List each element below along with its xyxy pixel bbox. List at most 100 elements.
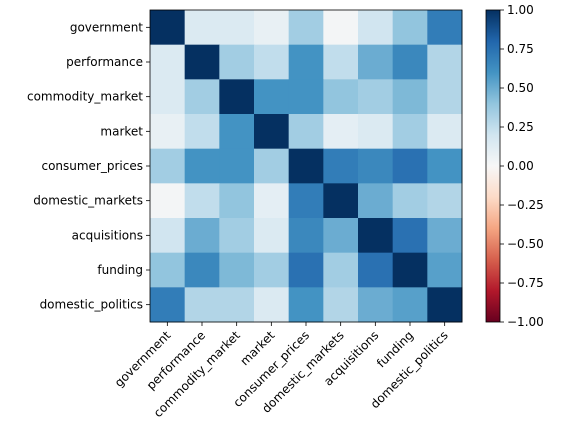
heatmap-cell bbox=[184, 218, 220, 254]
heatmap-cell bbox=[392, 44, 428, 80]
heatmap-cell bbox=[323, 44, 359, 80]
heatmap-cell bbox=[254, 114, 290, 150]
heatmap-cell bbox=[288, 114, 324, 150]
heatmap-cell bbox=[427, 183, 463, 219]
heatmap-cell bbox=[427, 114, 463, 150]
heatmap-cell bbox=[288, 218, 324, 254]
heatmap-cell bbox=[150, 252, 186, 288]
heatmap-cell bbox=[184, 183, 220, 219]
colorbar-tick-label: 0.75 bbox=[507, 42, 534, 56]
colorbar-tick-label: 1.00 bbox=[507, 3, 534, 17]
heatmap-cell bbox=[254, 183, 290, 219]
y-tick-label: domestic_markets bbox=[33, 194, 143, 208]
heatmap-cell bbox=[184, 79, 220, 115]
y-tick-label: acquisitions bbox=[72, 228, 143, 242]
heatmap-cell bbox=[392, 287, 428, 323]
heatmap-cell bbox=[427, 44, 463, 80]
heatmap-cell bbox=[150, 114, 186, 150]
colorbar-tick-label: 0.25 bbox=[507, 120, 534, 134]
heatmap-cell bbox=[427, 252, 463, 288]
heatmap-cell bbox=[288, 148, 324, 184]
heatmap-cell bbox=[392, 10, 428, 46]
heatmap-cell bbox=[392, 79, 428, 115]
heatmap-cell bbox=[219, 10, 255, 46]
colorbar-tick-label: −0.50 bbox=[507, 237, 544, 251]
heatmap-cell bbox=[427, 148, 463, 184]
heatmap-cell bbox=[392, 148, 428, 184]
heatmap-cell bbox=[358, 183, 394, 219]
heatmap-cell bbox=[323, 10, 359, 46]
heatmap-cell bbox=[288, 287, 324, 323]
heatmap-cell bbox=[288, 183, 324, 219]
colorbar-tick-label: −0.25 bbox=[507, 198, 544, 212]
colorbar bbox=[485, 9, 501, 323]
heatmap-cell bbox=[184, 148, 220, 184]
heatmap-cell bbox=[254, 148, 290, 184]
heatmap-cell bbox=[150, 287, 186, 323]
heatmap-cell bbox=[150, 10, 186, 46]
heatmap-cell bbox=[219, 148, 255, 184]
colorbar-tick-label: 0.50 bbox=[507, 81, 534, 95]
heatmap-cell bbox=[323, 148, 359, 184]
heatmap-cell bbox=[184, 44, 220, 80]
heatmap-cell bbox=[219, 183, 255, 219]
heatmap-cell bbox=[184, 287, 220, 323]
heatmap-cell bbox=[323, 287, 359, 323]
heatmap-cell bbox=[323, 183, 359, 219]
heatmap-cell bbox=[323, 79, 359, 115]
heatmap-cell bbox=[427, 79, 463, 115]
heatmap-cell bbox=[254, 44, 290, 80]
heatmap-cell bbox=[219, 252, 255, 288]
heatmap-cell bbox=[254, 252, 290, 288]
heatmap-cell bbox=[288, 252, 324, 288]
heatmap-cell bbox=[184, 252, 220, 288]
heatmap-cell bbox=[392, 252, 428, 288]
heatmap-cell bbox=[358, 218, 394, 254]
heatmap-cell bbox=[358, 44, 394, 80]
colorbar-tick-label: −1.00 bbox=[507, 315, 544, 329]
heatmap-cell bbox=[288, 44, 324, 80]
heatmap-cell bbox=[254, 287, 290, 323]
heatmap-cell bbox=[184, 114, 220, 150]
y-tick-label: funding bbox=[97, 263, 143, 277]
heatmap-cell bbox=[219, 44, 255, 80]
y-tick-label: consumer_prices bbox=[41, 159, 143, 173]
heatmap-cell bbox=[358, 252, 394, 288]
heatmap-cell bbox=[254, 10, 290, 46]
heatmap-cell bbox=[358, 287, 394, 323]
heatmap-cell bbox=[150, 44, 186, 80]
heatmap-cell bbox=[358, 10, 394, 46]
heatmap-cell bbox=[358, 148, 394, 184]
heatmap-cell bbox=[392, 183, 428, 219]
heatmap-cell bbox=[427, 10, 463, 46]
heatmap-cell bbox=[254, 79, 290, 115]
heatmap-cell bbox=[150, 79, 186, 115]
heatmap-cell bbox=[427, 287, 463, 323]
colorbar-tick-label: 0.00 bbox=[507, 159, 534, 173]
heatmap-cell bbox=[184, 10, 220, 46]
y-tick-label: domestic_politics bbox=[40, 298, 143, 312]
heatmap-cell bbox=[288, 79, 324, 115]
heatmap-cell bbox=[150, 148, 186, 184]
heatmap-cell bbox=[150, 218, 186, 254]
heatmap-cell bbox=[358, 114, 394, 150]
heatmap-cell bbox=[219, 114, 255, 150]
heatmap-cell bbox=[323, 218, 359, 254]
y-tick-label: market bbox=[100, 124, 143, 138]
y-tick-label: government bbox=[70, 20, 143, 34]
y-tick-label: commodity_market bbox=[27, 90, 143, 104]
heatmap-cell bbox=[392, 218, 428, 254]
heatmap-cell bbox=[219, 287, 255, 323]
heatmap-cell bbox=[323, 114, 359, 150]
heatmap-cell bbox=[323, 252, 359, 288]
colorbar-tick-label: −0.75 bbox=[507, 276, 544, 290]
heatmap-cell bbox=[427, 218, 463, 254]
heatmap-cell bbox=[254, 218, 290, 254]
heatmap-cell bbox=[219, 218, 255, 254]
heatmap-cell bbox=[219, 79, 255, 115]
heatmap-cell bbox=[288, 10, 324, 46]
y-tick-label: performance bbox=[66, 55, 143, 69]
heatmap-cell bbox=[150, 183, 186, 219]
heatmap-cell bbox=[392, 114, 428, 150]
